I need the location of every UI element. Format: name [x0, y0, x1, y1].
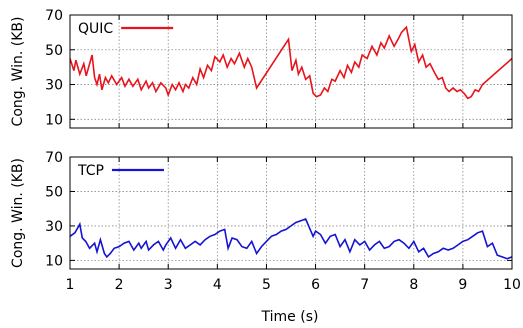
- plot-frame: [69, 156, 513, 270]
- y-tick-label: 70: [45, 150, 63, 166]
- tcp-series-line: [69, 217, 513, 260]
- y-tick-label: 50: [45, 184, 63, 200]
- plot-frame: [69, 14, 513, 129]
- legend-label: QUIC: [78, 21, 113, 37]
- x-tick-label: 9: [458, 277, 467, 293]
- y-tick-label: 50: [45, 43, 63, 59]
- x-tick-label: 6: [311, 277, 320, 293]
- y-axis-label: Cong. Win. (KB): [10, 17, 26, 127]
- x-tick-label: 4: [213, 277, 222, 293]
- x-tick-label: 1: [66, 277, 75, 293]
- y-tick-label: 10: [45, 112, 63, 128]
- legend-label: TCP: [77, 163, 104, 179]
- quic-panel: 10 30 50 70 Cong. Win. (KB) QUIC: [10, 8, 513, 129]
- y-axis-label: Cong. Win. (KB): [10, 158, 26, 268]
- y-tick-label: 10: [45, 253, 63, 269]
- tcp-panel: 10 30 50 70 1 2 3 4 5 6 7 8 9 10 Cong. Win. (KB) TCP: [10, 150, 521, 293]
- x-tick-label: 8: [409, 277, 418, 293]
- y-tick-label: 30: [45, 219, 63, 235]
- x-tick-label: 10: [503, 277, 521, 293]
- x-tick-label: 7: [360, 277, 369, 293]
- quic-series-line: [69, 25, 513, 100]
- x-tick-label: 2: [115, 277, 124, 293]
- x-tick-label: 5: [262, 277, 271, 293]
- y-tick-label: 70: [45, 8, 63, 24]
- x-axis-label: Time (s): [261, 309, 319, 325]
- y-tick-label: 30: [45, 78, 63, 94]
- x-tick-label: 3: [164, 277, 173, 293]
